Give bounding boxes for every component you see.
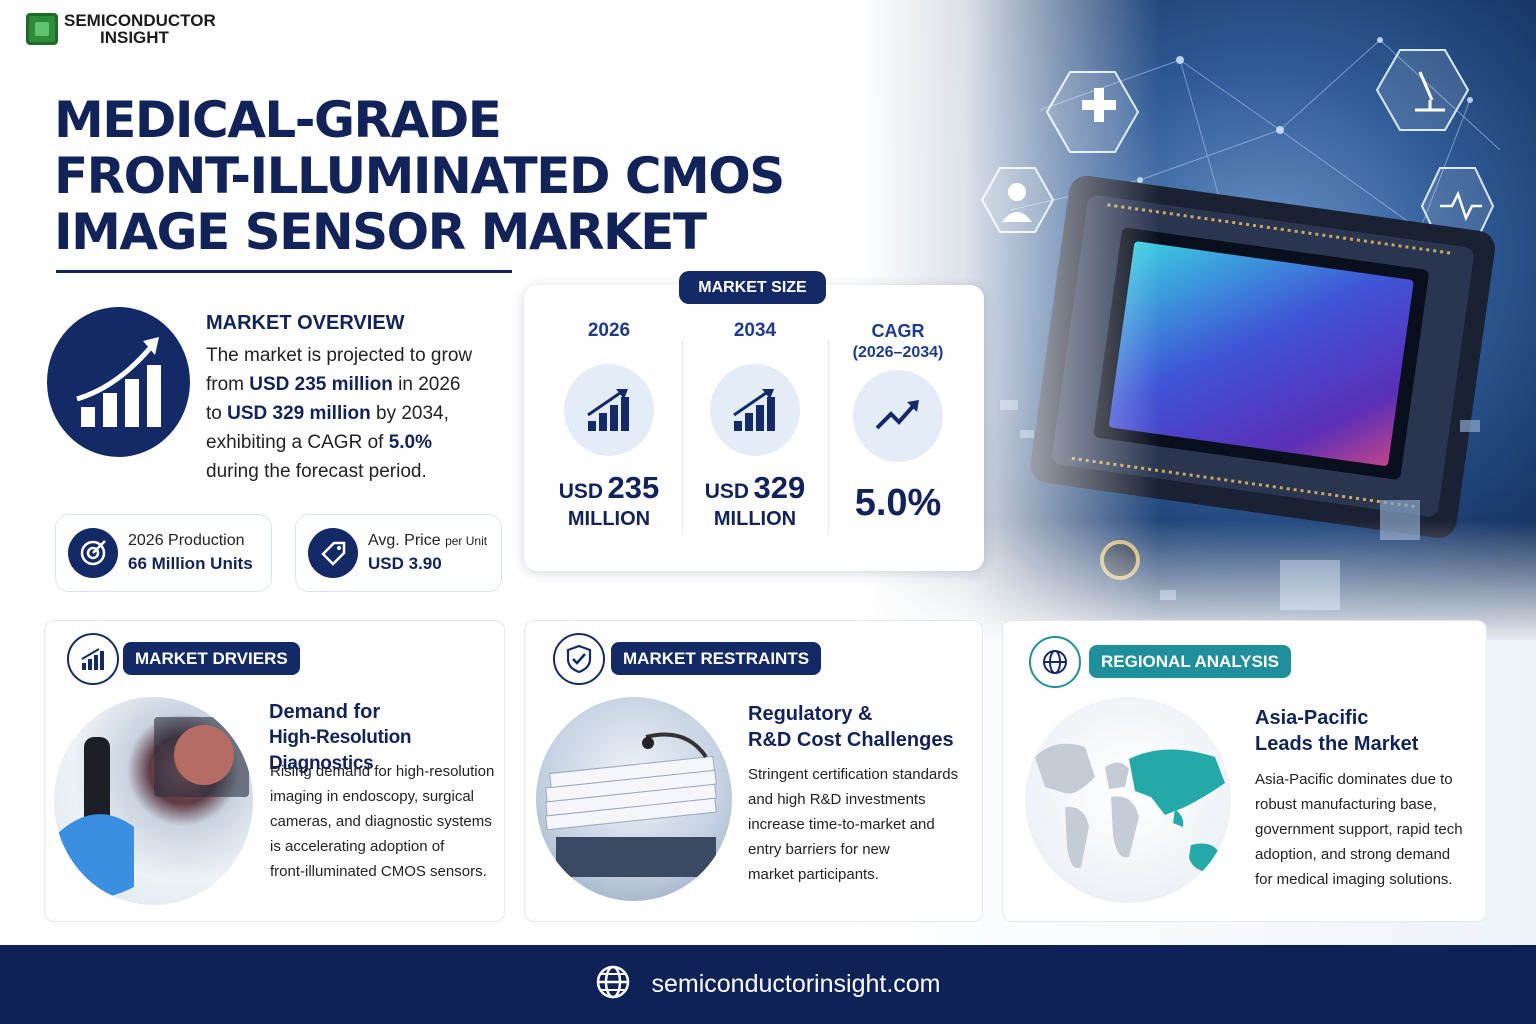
bar-chart-icon — [67, 633, 119, 685]
regional-body: Asia-Pacific dominates due to robust man… — [1255, 771, 1463, 888]
value-2026: 235 — [607, 470, 660, 505]
logo-line-2: INSIGHT — [100, 28, 169, 47]
drivers-badge: MARKET DRVIERS — [123, 642, 300, 675]
market-drivers-card: MARKET DRVIERS Demand for High-Resolutio… — [44, 620, 505, 922]
globe-icon — [595, 964, 631, 1005]
year-label: 2026 — [587, 320, 631, 341]
bar-chart-icon — [710, 364, 800, 456]
logo-line-1: SEMICONDUCTOR — [64, 11, 216, 30]
endoscopy-photo — [54, 697, 253, 905]
chip-logo-icon — [26, 13, 58, 45]
market-size-badge: MARKET SIZE — [679, 271, 826, 304]
target-icon — [68, 528, 118, 578]
stat-price-label-small: per Unit — [445, 534, 488, 548]
market-restraints-card: MARKET RESTRAINTS Regulatory & R&D Cost … — [524, 620, 983, 922]
market-size-2026: 2026 USD 235 MILLION — [539, 320, 679, 531]
brand-logo[interactable]: SEMICONDUCTOR INSIGHT — [26, 12, 216, 46]
stat-price-value: USD 3.90 — [368, 554, 442, 573]
drivers-body: Rising demand for high-resolution imagin… — [270, 763, 495, 880]
stat-production-value: 66 Million Units — [128, 554, 253, 573]
page-title: MEDICAL-GRADE FRONT-ILLUMINATED CMOS IMA… — [54, 92, 814, 260]
title-line-2: FRONT-ILLUMINATED CMOS — [54, 147, 785, 205]
overview-text: The market is projected to grow from USD… — [206, 345, 473, 482]
market-size-2034: 2034 USD 329 MILLION — [685, 320, 825, 531]
regional-badge: REGIONAL ANALYSIS — [1089, 645, 1291, 678]
cagr-value: 5.0% — [854, 482, 942, 524]
drivers-heading-2: High-Resolution Diagnostics — [269, 727, 412, 774]
title-divider — [56, 270, 512, 273]
bar-chart-icon — [564, 364, 654, 456]
regional-heading-2: Leads the Market — [1255, 733, 1419, 755]
price-tag-icon — [308, 528, 358, 578]
stat-avg-price: Avg. Price per Unit USD 3.90 — [295, 514, 502, 592]
growth-chart-icon — [47, 307, 190, 457]
cagr-period: (2026–2034) — [852, 344, 944, 361]
regional-analysis-card: REGIONAL ANALYSIS Asia-Pacific Leads the… — [1002, 620, 1487, 922]
restraints-body: Stringent certification standards and hi… — [748, 766, 959, 883]
value-2034: 329 — [753, 470, 806, 505]
restraints-heading-2: R&D Cost Challenges — [748, 729, 954, 751]
stat-production: 2026 Production 66 Million Units — [55, 514, 272, 592]
cagr-label: CAGR — [871, 321, 925, 341]
title-line-3: IMAGE SENSOR MARKET — [54, 203, 707, 261]
title-line-1: MEDICAL-GRADE — [54, 91, 502, 149]
market-size-cagr: CAGR (2026–2034) 5.0% — [828, 320, 968, 525]
regional-heading-1: Asia-Pacific — [1255, 707, 1369, 729]
stat-production-label: 2026 Production — [128, 532, 245, 549]
drivers-heading-1: Demand for — [269, 701, 381, 723]
footer-bar: semiconductorinsight.com — [0, 945, 1536, 1024]
website-link[interactable]: semiconductorinsight.com — [651, 970, 941, 998]
restraints-heading-1: Regulatory & — [748, 703, 873, 725]
restraints-badge: MARKET RESTRAINTS — [611, 642, 822, 675]
globe-icon — [1029, 636, 1081, 688]
shield-check-icon — [553, 633, 605, 685]
trend-up-icon — [853, 370, 943, 462]
world-map — [1025, 697, 1231, 903]
stat-price-label: Avg. Price — [368, 532, 441, 549]
overview-heading: MARKET OVERVIEW — [206, 312, 405, 334]
documents-photo — [536, 697, 732, 901]
year-label: 2034 — [733, 320, 777, 341]
